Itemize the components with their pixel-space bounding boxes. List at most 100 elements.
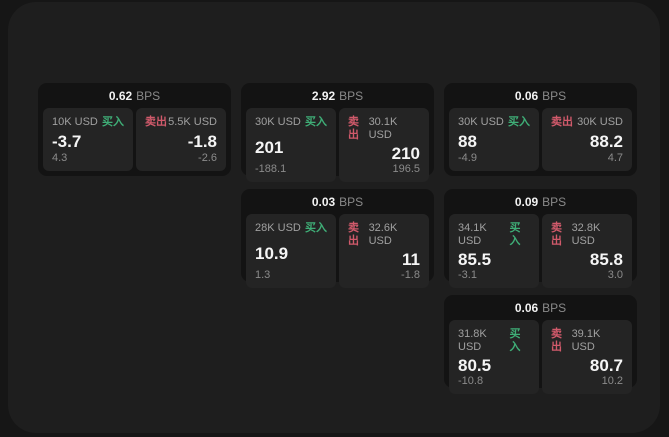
- sell-tile-top: 卖出 32.6K USD: [348, 222, 420, 248]
- buy-side-label: 买入: [509, 222, 521, 247]
- buy-tile-top: 30K USD 买入: [255, 116, 327, 129]
- buy-side-label: 买入: [305, 116, 327, 128]
- buy-delta: 4.3: [52, 152, 68, 164]
- bps-card: 2.92 BPS 30K USD 买入 201 -188.1 卖出 30.1K …: [241, 83, 434, 182]
- bps-header: 0.62 BPS: [43, 89, 226, 103]
- sell-amount: 5.5K USD: [168, 116, 217, 128]
- buy-tile-top: 34.1K USD 买入: [458, 222, 530, 248]
- buy-tile-top: 10K USD 买入: [52, 116, 124, 129]
- buy-tile-top: 30K USD 买入: [458, 116, 530, 129]
- buy-price: 80.5: [458, 356, 492, 375]
- bps-card: 0.06 BPS 31.8K USD 买入 80.5 -10.8 卖出 39.1…: [444, 295, 637, 394]
- buy-amount: 30K USD: [458, 116, 504, 128]
- sell-price: 210: [391, 144, 420, 163]
- bps-card: 0.09 BPS 34.1K USD 买入 85.5 -3.1 卖出 32.8K…: [444, 189, 637, 288]
- buy-side-label: 买入: [508, 116, 530, 128]
- buy-price: 88: [458, 132, 477, 151]
- bps-header: 0.06 BPS: [449, 301, 632, 315]
- sell-tile-top: 卖出 39.1K USD: [551, 328, 623, 354]
- buy-tile[interactable]: 30K USD 买入 201 -188.1: [246, 108, 336, 182]
- sell-tile[interactable]: 卖出 32.6K USD 11 -1.8: [339, 214, 429, 288]
- sell-price: 11: [402, 250, 420, 269]
- bps-header: 0.09 BPS: [449, 195, 632, 209]
- buy-amount: 31.8K USD: [458, 328, 487, 353]
- sell-delta: 196.5: [392, 163, 420, 175]
- sell-side-label: 卖出: [145, 116, 167, 128]
- sell-delta: 3.0: [607, 269, 623, 281]
- buy-tile[interactable]: 10K USD 买入 -3.7 4.3: [43, 108, 133, 171]
- sell-delta: 10.2: [601, 375, 623, 387]
- quote-tiles: 34.1K USD 买入 85.5 -3.1 卖出 32.8K USD 85.8…: [449, 214, 632, 288]
- bps-unit-label: BPS: [339, 89, 364, 103]
- sell-tile-top: 卖出 5.5K USD: [145, 116, 217, 129]
- bps-unit-label: BPS: [136, 89, 161, 103]
- sell-tile-top: 卖出 30.1K USD: [348, 116, 420, 142]
- sell-tile-top: 卖出 30K USD: [551, 116, 623, 129]
- bps-value: 2.92: [311, 89, 336, 103]
- buy-tile-top: 31.8K USD 买入: [458, 328, 530, 354]
- sell-price: 85.8: [589, 250, 623, 269]
- bps-value: 0.62: [108, 89, 133, 103]
- bps-unit-label: BPS: [339, 195, 364, 209]
- sell-amount: 32.6K USD: [368, 222, 398, 247]
- buy-amount: 34.1K USD: [458, 222, 487, 247]
- quote-tiles: 10K USD 买入 -3.7 4.3 卖出 5.5K USD -1.8 -2.…: [43, 108, 226, 171]
- bps-value: 0.09: [514, 195, 539, 209]
- bps-header: 0.03 BPS: [246, 195, 429, 209]
- sell-tile[interactable]: 卖出 30K USD 88.2 4.7: [542, 108, 632, 171]
- sell-price: -1.8: [187, 132, 217, 151]
- sell-tile[interactable]: 卖出 5.5K USD -1.8 -2.6: [136, 108, 226, 171]
- sell-amount: 39.1K USD: [571, 328, 601, 353]
- quote-tiles: 28K USD 买入 10.9 1.3 卖出 32.6K USD 11 -1.8: [246, 214, 429, 288]
- sell-price: 80.7: [589, 356, 623, 375]
- buy-tile[interactable]: 28K USD 买入 10.9 1.3: [246, 214, 336, 288]
- buy-tile-top: 28K USD 买入: [255, 222, 327, 235]
- sell-amount: 30K USD: [577, 116, 623, 128]
- buy-tile[interactable]: 34.1K USD 买入 85.5 -3.1: [449, 214, 539, 288]
- buy-delta: 1.3: [255, 269, 271, 281]
- buy-amount: 10K USD: [52, 116, 98, 128]
- buy-tile[interactable]: 30K USD 买入 88 -4.9: [449, 108, 539, 171]
- sell-amount: 32.8K USD: [571, 222, 601, 247]
- sell-side-label: 卖出: [348, 116, 359, 141]
- bps-value: 0.06: [514, 89, 539, 103]
- buy-side-label: 买入: [102, 116, 124, 128]
- sell-side-label: 卖出: [551, 328, 562, 353]
- bps-card: 0.62 BPS 10K USD 买入 -3.7 4.3 卖出 5.5K USD…: [38, 83, 231, 176]
- sell-delta: -2.6: [198, 152, 217, 164]
- sell-price: 88.2: [589, 132, 623, 151]
- sell-tile[interactable]: 卖出 39.1K USD 80.7 10.2: [542, 320, 632, 394]
- quote-tiles: 30K USD 买入 88 -4.9 卖出 30K USD 88.2 4.7: [449, 108, 632, 171]
- buy-tile[interactable]: 31.8K USD 买入 80.5 -10.8: [449, 320, 539, 394]
- bps-header: 2.92 BPS: [246, 89, 429, 103]
- sell-tile[interactable]: 卖出 32.8K USD 85.8 3.0: [542, 214, 632, 288]
- buy-side-label: 买入: [305, 222, 327, 234]
- buy-delta: -3.1: [458, 269, 477, 281]
- quote-tiles: 30K USD 买入 201 -188.1 卖出 30.1K USD 210 1…: [246, 108, 429, 182]
- buy-amount: 28K USD: [255, 222, 301, 234]
- buy-price: 201: [255, 137, 284, 157]
- quote-card-grid: 0.62 BPS 10K USD 买入 -3.7 4.3 卖出 5.5K USD…: [38, 83, 637, 394]
- bps-card: 0.03 BPS 28K USD 买入 10.9 1.3 卖出 32.6K US…: [241, 189, 434, 288]
- buy-price: 85.5: [458, 250, 492, 269]
- bps-unit-label: BPS: [542, 195, 567, 209]
- bps-card: 0.06 BPS 30K USD 买入 88 -4.9 卖出 30K USD 8…: [444, 83, 637, 176]
- sell-delta: -1.8: [401, 269, 420, 281]
- sell-side-label: 卖出: [551, 222, 562, 247]
- sell-tile-top: 卖出 32.8K USD: [551, 222, 623, 248]
- buy-side-label: 买入: [509, 328, 521, 353]
- bps-header: 0.06 BPS: [449, 89, 632, 103]
- quote-tiles: 31.8K USD 买入 80.5 -10.8 卖出 39.1K USD 80.…: [449, 320, 632, 394]
- buy-price: 10.9: [255, 243, 289, 263]
- buy-delta: -4.9: [458, 152, 477, 164]
- buy-amount: 30K USD: [255, 116, 301, 128]
- sell-delta: 4.7: [607, 152, 623, 164]
- bps-value: 0.06: [514, 301, 539, 315]
- buy-delta: -10.8: [458, 375, 484, 387]
- sell-amount: 30.1K USD: [368, 116, 398, 141]
- sell-side-label: 卖出: [348, 222, 359, 247]
- sell-tile[interactable]: 卖出 30.1K USD 210 196.5: [339, 108, 429, 182]
- sell-side-label: 卖出: [551, 116, 573, 128]
- bps-unit-label: BPS: [542, 301, 567, 315]
- bps-value: 0.03: [311, 195, 336, 209]
